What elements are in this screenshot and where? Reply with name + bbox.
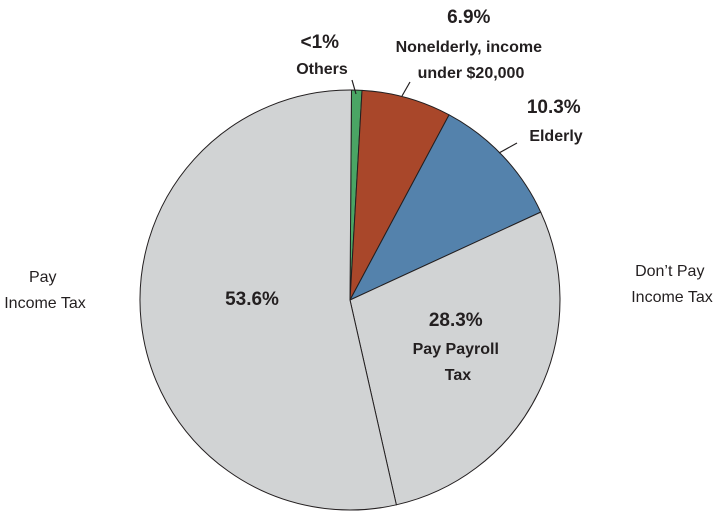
group-label-dontpay-line1: Don’t Pay [635,263,704,280]
group-label-dontpay-line2: Income Tax [631,289,713,306]
label-nonelderly-value: 6.9% [447,7,490,28]
group-label-dont-pay-income-tax: Don’t Pay Income Tax [631,263,713,306]
label-nonelderly-line2: under $20,000 [418,65,525,82]
label-others: <1% Others [296,32,348,78]
label-payroll-value: 28.3% [429,310,483,331]
leader-elderly [498,142,518,154]
label-payroll: 28.3% Pay Payroll Tax [413,310,504,384]
leader-nonelderly [401,81,411,97]
label-pay-income-tax-share: 53.6% [225,289,279,310]
slice-pay-payroll-tax [349,211,561,506]
leader-others [351,79,357,95]
label-others-name: Others [296,61,348,78]
leader-lines [351,79,518,154]
slice-elderly [349,114,542,301]
label-elderly-value: 10.3% [527,97,581,118]
label-elderly-name: Elderly [529,128,582,145]
label-nonelderly-line1: Nonelderly, income [396,39,543,56]
group-label-pay-income-tax: Pay Income Tax [4,269,86,312]
label-payroll-line1: Pay Payroll [413,341,499,358]
group-label-pay-line2: Income Tax [4,295,86,312]
label-others-value: <1% [300,32,339,53]
pie-slices [139,89,561,511]
label-payroll-line2: Tax [445,367,471,384]
group-label-pay-line1: Pay [29,269,57,286]
label-elderly: 10.3% Elderly [527,97,585,145]
label-nonelderly: 6.9% Nonelderly, income under $20,000 [396,7,547,82]
slice-pay-income-tax [139,89,397,511]
